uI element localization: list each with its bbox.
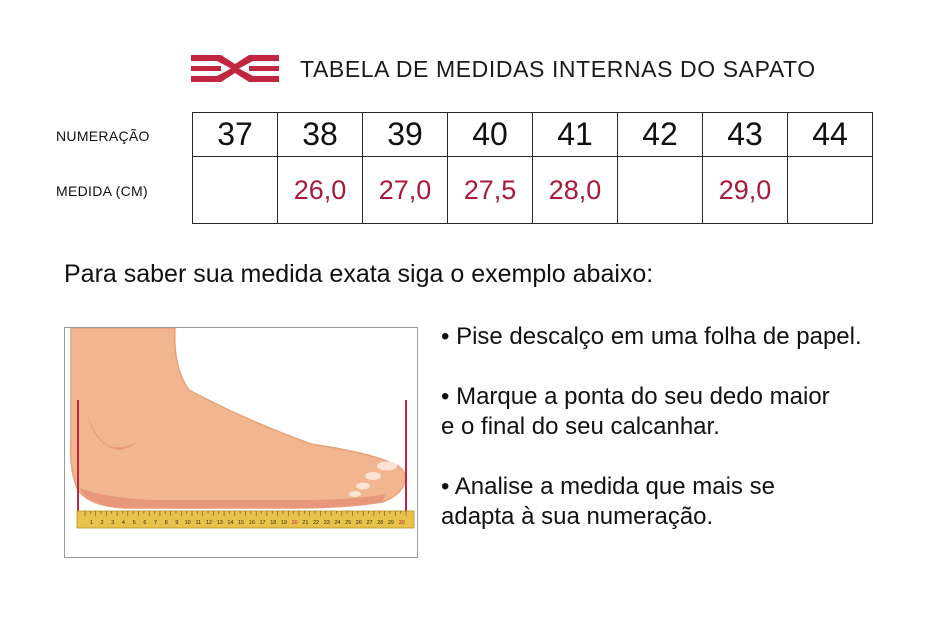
ruler-number: 9: [175, 520, 178, 526]
ruler-number: 15: [238, 520, 244, 526]
measure-cell: [192, 156, 278, 224]
ruler-number: 19: [281, 520, 287, 526]
measure-cell: 27,0: [362, 156, 448, 224]
size-cell: 44: [787, 112, 873, 157]
ruler-number: 28: [377, 520, 383, 526]
foot-shape: [69, 327, 406, 509]
ruler-number: 30: [399, 520, 405, 526]
ruler-number: 22: [313, 520, 319, 526]
ruler-number: 12: [206, 520, 212, 526]
size-cell: 38: [277, 112, 363, 157]
ruler-number: 24: [334, 520, 340, 526]
ruler-number: 27: [366, 520, 372, 526]
ruler-numbers: 1 2 3 4 5 6 7 8 9 10 11 12 13 14 15 16 17 18 19 20 21 22 23 24 2…: [90, 520, 405, 526]
step-1: • Pise descalço em uma folha de papel.: [441, 322, 862, 352]
ruler-number: 25: [345, 520, 351, 526]
ruler-number: 7: [154, 520, 157, 526]
medida-label: MEDIDA (CM): [56, 183, 148, 199]
size-cell: 43: [702, 112, 788, 157]
ruler-number: 11: [195, 520, 201, 526]
ruler-number: 18: [270, 520, 276, 526]
foot-drawing: 1 2 3 4 5 6 7 8 9 10 11 12 13 14 15 16 17 18 19 20 21 22 23 24 2…: [69, 327, 415, 529]
step-2: • Marque a ponta do seu dedo maior e o f…: [441, 382, 830, 442]
measure-cell: [787, 156, 873, 224]
step-3-line-2: adapta à sua numeração.: [441, 503, 714, 530]
step-3-line-1: • Analise a medida que mais se: [441, 473, 775, 500]
ruler-number: 3: [111, 520, 114, 526]
size-cell: 42: [617, 112, 703, 157]
page-title: TABELA DE MEDIDAS INTERNAS DO SAPATO: [300, 56, 816, 82]
ruler-number: 10: [185, 520, 191, 526]
ruler-ticks: [84, 511, 407, 516]
brand-logo: [191, 55, 279, 82]
step-2-line-2: e o final do seu calcanhar.: [441, 413, 720, 440]
size-cell: 37: [192, 112, 278, 157]
ruler-number: 26: [356, 520, 362, 526]
size-table: 37 38 39 40 41 42 43 44 26,0 27,0 27,5 2…: [192, 112, 873, 224]
instruction-text: Para saber sua medida exata siga o exemp…: [64, 260, 654, 288]
measure-cell: 26,0: [277, 156, 363, 224]
measure-row: 26,0 27,0 27,5 28,0 29,0: [192, 156, 873, 224]
size-cell: 39: [362, 112, 448, 157]
ruler-number: 29: [388, 520, 394, 526]
step-2-line-1: • Marque a ponta do seu dedo maior: [441, 383, 830, 410]
size-cell: 41: [532, 112, 618, 157]
ruler-number: 6: [143, 520, 146, 526]
ruler-number: 5: [133, 520, 136, 526]
ruler-number: 2: [101, 520, 104, 526]
measure-cell: 27,5: [447, 156, 533, 224]
ruler-number: 21: [302, 520, 308, 526]
step-1-line-1: • Pise descalço em uma folha de papel.: [441, 323, 862, 350]
ruler-number: 8: [165, 520, 168, 526]
size-cell: 40: [447, 112, 533, 157]
ruler-number: 1: [90, 520, 93, 526]
foot-illustration: 1 2 3 4 5 6 7 8 9 10 11 12 13 14 15 16 17 18 19 20 21 22 23 24 2…: [64, 327, 418, 558]
ruler-number: 23: [324, 520, 330, 526]
ruler-number: 13: [217, 520, 223, 526]
ruler-number: 4: [122, 520, 125, 526]
measure-cell: 29,0: [702, 156, 788, 224]
ruler-number: 20: [292, 520, 298, 526]
ruler-number: 17: [259, 520, 265, 526]
ruler-number: 14: [227, 520, 233, 526]
size-row: 37 38 39 40 41 42 43 44: [192, 112, 873, 157]
measure-cell: [617, 156, 703, 224]
ruler-number: 16: [249, 520, 255, 526]
numeracao-label: NUMERAÇÃO: [56, 128, 150, 144]
measure-cell: 28,0: [532, 156, 618, 224]
step-3: • Analise a medida que mais se adapta à …: [441, 472, 775, 532]
